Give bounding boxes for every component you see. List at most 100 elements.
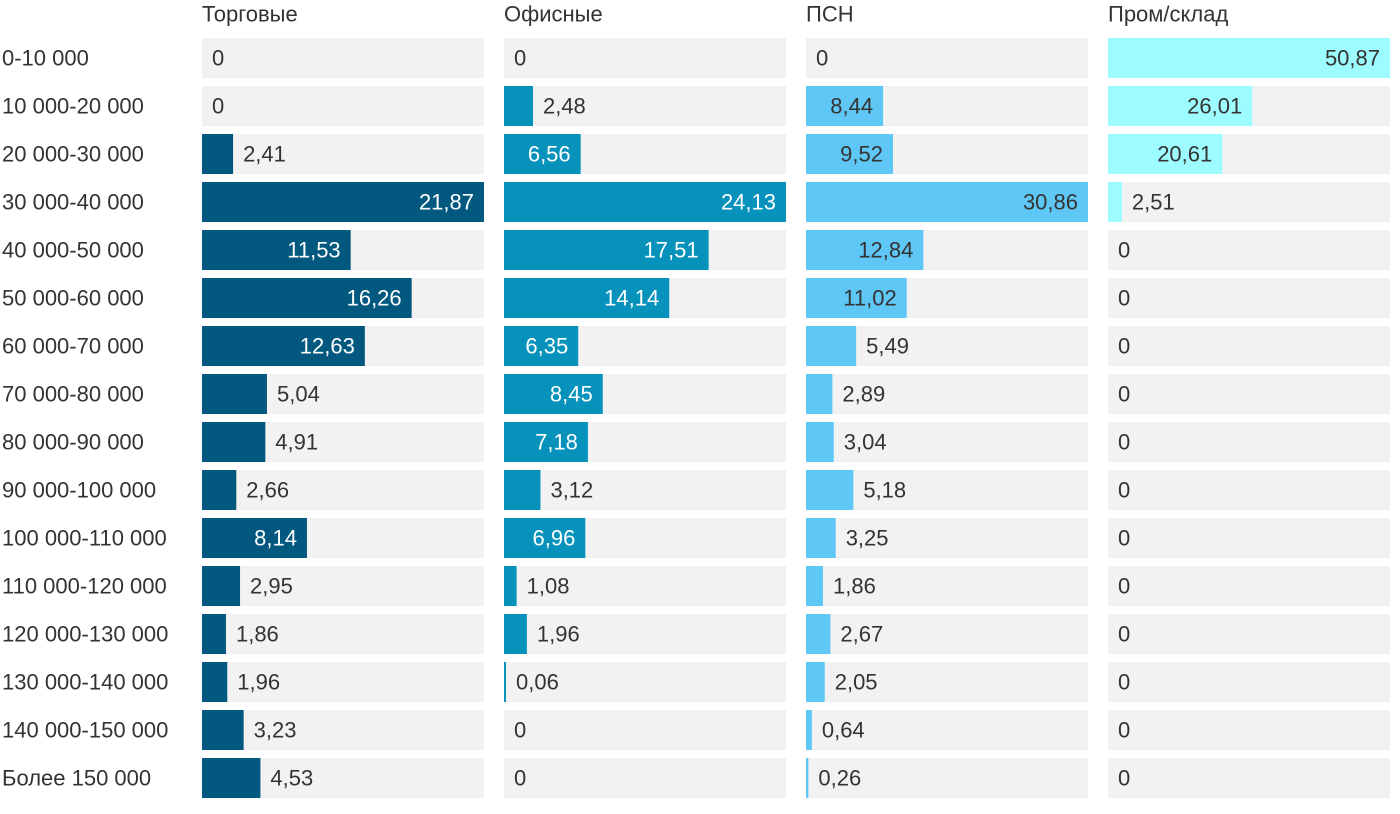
bar-track: [1108, 614, 1390, 654]
bar-track: [806, 662, 1088, 702]
bar-track: [504, 566, 786, 606]
bar: [504, 374, 603, 414]
bar: [806, 566, 823, 606]
data-label: 2,05: [835, 670, 878, 695]
data-label: 50,87: [1325, 46, 1380, 71]
data-label: 0: [514, 46, 526, 71]
data-label: 14,14: [604, 286, 659, 311]
bar-track: [806, 422, 1088, 462]
category-label: 20 000-30 000: [2, 142, 144, 167]
bar-track: [504, 662, 786, 702]
data-label: 8,14: [254, 526, 297, 551]
bar-track: [202, 38, 484, 78]
data-label: 12,63: [300, 334, 355, 359]
data-label: 3,04: [844, 430, 887, 455]
bar: [202, 182, 484, 222]
bar: [806, 374, 833, 414]
bar: [1108, 182, 1122, 222]
category-label: 70 000-80 000: [2, 382, 144, 407]
data-label: 0: [1118, 382, 1130, 407]
series-title: Офисные: [504, 2, 603, 27]
data-label: 2,95: [250, 574, 293, 599]
data-label: 2,41: [243, 142, 286, 167]
bar: [1108, 38, 1390, 78]
data-label: 11,53: [287, 238, 340, 263]
bar: [202, 422, 266, 462]
data-label: 0: [1118, 670, 1130, 695]
category-label: 10 000-20 000: [2, 94, 144, 119]
data-label: 1,86: [833, 574, 876, 599]
bar: [806, 758, 809, 798]
bar: [806, 182, 1088, 222]
bar: [202, 374, 267, 414]
bar: [806, 230, 924, 270]
bar-track: [202, 470, 484, 510]
bar: [806, 710, 812, 750]
bar-track: [1108, 230, 1390, 270]
bar: [1108, 134, 1223, 174]
category-label: 0-10 000: [2, 46, 89, 71]
data-label: 16,26: [347, 286, 402, 311]
bar: [806, 134, 893, 174]
data-label: 0,64: [822, 718, 865, 743]
bar-track: [202, 134, 484, 174]
data-label: 11,02: [843, 286, 896, 311]
data-label: 0: [1118, 286, 1130, 311]
bar: [202, 326, 365, 366]
data-label: 1,96: [537, 622, 580, 647]
bar: [806, 662, 825, 702]
bar-track: [202, 614, 484, 654]
data-label: 0: [1118, 334, 1130, 359]
bar-track: [202, 710, 484, 750]
data-label: 9,52: [840, 142, 883, 167]
bar-track: [202, 662, 484, 702]
bar-track: [1108, 518, 1390, 558]
data-label: 3,12: [550, 478, 593, 503]
bar: [504, 86, 533, 126]
data-label: 0: [514, 766, 526, 791]
series-title: ПСН: [806, 2, 854, 27]
bar: [504, 182, 786, 222]
bar-track: [202, 86, 484, 126]
bar: [504, 230, 709, 270]
category-label: 40 000-50 000: [2, 238, 144, 263]
data-label: 5,18: [863, 478, 906, 503]
bar: [806, 518, 836, 558]
bar-track: [806, 614, 1088, 654]
bar: [202, 662, 228, 702]
bar-track: [504, 758, 786, 798]
bar-track: [504, 86, 786, 126]
category-label: 120 000-130 000: [2, 622, 168, 647]
bar: [202, 614, 226, 654]
bar: [202, 278, 412, 318]
data-label: 4,53: [270, 766, 313, 791]
bar: [504, 662, 506, 702]
data-label: 0: [816, 46, 828, 71]
data-label: 0: [212, 46, 224, 71]
data-label: 3,23: [254, 718, 297, 743]
data-label: 6,35: [525, 334, 568, 359]
bar: [202, 566, 241, 606]
data-label: 0: [1118, 478, 1130, 503]
data-label: 8,44: [830, 94, 873, 119]
bar: [806, 278, 907, 318]
data-label: 30,86: [1023, 190, 1078, 215]
data-label: 21,87: [419, 190, 474, 215]
bar: [202, 710, 244, 750]
bar-track: [806, 374, 1088, 414]
category-label: 60 000-70 000: [2, 334, 144, 359]
bar: [806, 422, 834, 462]
data-label: 26,01: [1187, 94, 1242, 119]
data-label: 17,51: [644, 238, 699, 263]
bar-track: [1108, 182, 1390, 222]
bar-track: [1108, 278, 1390, 318]
bar: [504, 278, 670, 318]
bar-track: [1108, 326, 1390, 366]
bar-track: [1108, 758, 1390, 798]
data-label: 2,66: [246, 478, 289, 503]
data-label: 0: [212, 94, 224, 119]
data-label: 0: [1118, 526, 1130, 551]
data-label: 8,45: [550, 382, 593, 407]
category-label: 130 000-140 000: [2, 670, 168, 695]
